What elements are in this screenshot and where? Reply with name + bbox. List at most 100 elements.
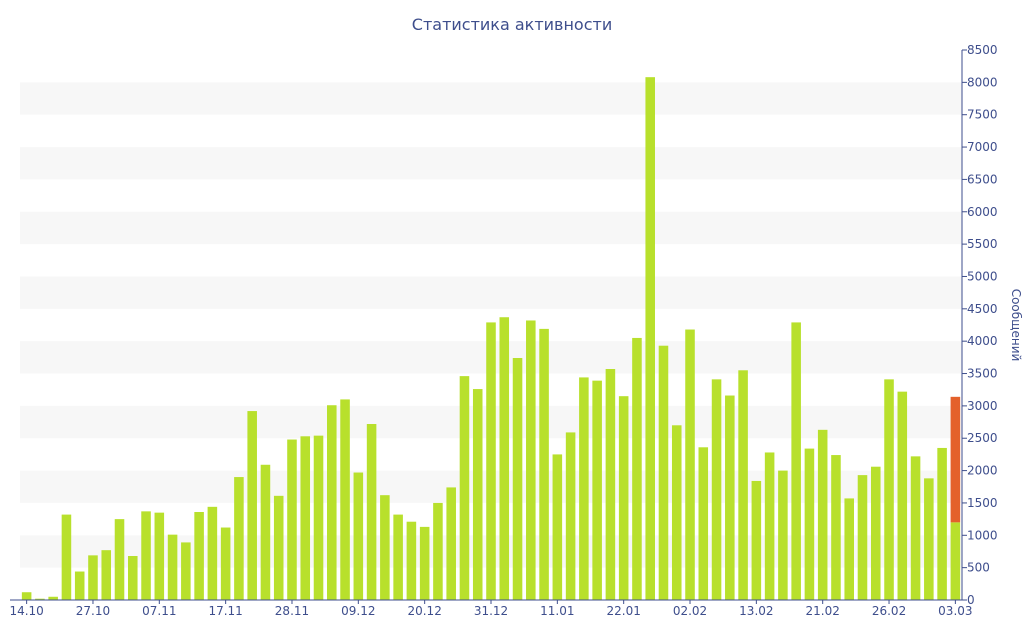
bar [910, 456, 921, 600]
bar [194, 512, 204, 600]
bar [273, 495, 284, 600]
bar [21, 592, 32, 600]
x-tick-label: 09.12 [341, 604, 375, 618]
x-tick-label: 20.12 [407, 604, 441, 618]
y-tick-label: 2500 [967, 431, 998, 445]
bar [419, 526, 430, 600]
x-tick-label: 22.01 [606, 604, 640, 618]
bar [300, 436, 311, 600]
bar [88, 555, 98, 600]
bar [817, 429, 828, 600]
x-tick-label: 11.01 [540, 604, 574, 618]
bar [220, 527, 231, 600]
y-axis-title: Сообщений [1009, 289, 1023, 362]
bar [658, 345, 669, 600]
y-tick-label: 6000 [967, 205, 998, 219]
grid-band [20, 276, 962, 309]
bar [512, 358, 523, 600]
y-tick-label: 4500 [967, 302, 998, 316]
bar [897, 391, 908, 600]
bar [287, 439, 297, 600]
bar [154, 512, 165, 600]
bar [181, 542, 191, 600]
bar [393, 514, 403, 600]
bar [472, 389, 483, 600]
bar-highlight [950, 396, 961, 523]
bar [313, 435, 324, 600]
bar [366, 424, 377, 600]
chart-title: Статистика активности [411, 15, 613, 34]
bar [950, 522, 961, 600]
bar [539, 328, 549, 600]
y-tick-label: 4000 [967, 334, 998, 348]
bar [114, 519, 125, 600]
y-tick-label: 8500 [967, 43, 998, 57]
y-tick-label: 3500 [967, 367, 998, 381]
x-tick-label: 02.02 [673, 604, 707, 618]
y-tick-label: 500 [967, 561, 990, 575]
x-tick-label: 21.02 [806, 604, 840, 618]
axes [10, 50, 963, 601]
bar [167, 534, 178, 600]
bar [380, 495, 390, 600]
bar [592, 380, 602, 600]
y-axis-ticks: 0 500 1000 1500 2000 2500 3000 3500 4000 4500 5000… [962, 43, 998, 607]
bar [499, 317, 510, 600]
x-axis-ticks: 14.10 27.10 07.11 17.11 28.11 09.12 20.12 31.12… [9, 600, 973, 618]
bar [924, 478, 934, 600]
bar [101, 550, 112, 600]
x-tick-label: 31.12 [474, 604, 508, 618]
bar [698, 447, 709, 600]
bar [671, 425, 682, 600]
bar [552, 454, 563, 600]
x-tick-label: 17.11 [208, 604, 242, 618]
bar [804, 448, 815, 600]
x-tick-label: 26.02 [872, 604, 906, 618]
bar [844, 498, 855, 600]
bar [618, 396, 629, 600]
bar [526, 320, 536, 600]
y-tick-label: 7500 [967, 108, 998, 122]
bar [433, 502, 443, 600]
bar [327, 405, 337, 600]
x-tick-label: 27.10 [76, 604, 110, 618]
bar [764, 452, 775, 600]
bar [605, 369, 616, 600]
bars [21, 77, 961, 601]
y-tick-label: 6500 [967, 172, 998, 186]
bar [353, 472, 364, 600]
bar [579, 377, 589, 600]
bar [778, 470, 788, 600]
bar [632, 337, 642, 600]
bar [751, 480, 762, 600]
bar [459, 376, 470, 600]
bar [884, 379, 894, 600]
bar [725, 395, 735, 600]
bar [711, 379, 722, 600]
bar [74, 571, 85, 600]
bar [340, 399, 350, 600]
x-tick-label: 13.02 [739, 604, 773, 618]
x-tick-label: 03.03 [938, 604, 972, 618]
bar [486, 322, 496, 600]
bar [141, 511, 151, 600]
y-tick-label: 5000 [967, 269, 998, 283]
bar [857, 475, 868, 600]
bar [831, 455, 841, 600]
bar [207, 506, 218, 600]
bar [738, 370, 748, 600]
bar [127, 556, 138, 600]
bar [35, 598, 45, 600]
x-tick-label: 28.11 [275, 604, 309, 618]
x-tick-label: 14.10 [9, 604, 43, 618]
bar [791, 322, 801, 600]
y-tick-label: 0 [967, 593, 975, 607]
grid-band [20, 211, 962, 245]
y-tick-label: 8000 [967, 75, 998, 89]
bar [446, 487, 456, 600]
bar [48, 596, 58, 600]
bar [234, 477, 244, 600]
bar [61, 514, 72, 600]
y-tick-label: 7000 [967, 140, 998, 154]
